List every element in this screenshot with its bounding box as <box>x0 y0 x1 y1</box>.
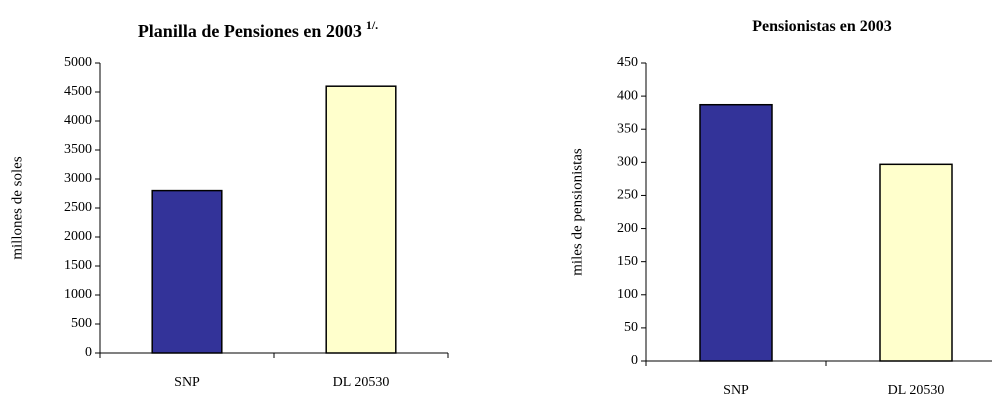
y-tick-label: 100 <box>617 287 638 302</box>
y-tick-label: 200 <box>617 221 638 236</box>
bar <box>879 163 953 362</box>
y-tick-label: 5000 <box>64 55 92 70</box>
x-tick-label: SNP <box>174 375 200 390</box>
chart-title: Planilla de Pensiones en 2003 1/. <box>138 18 378 41</box>
y-tick-label: 4000 <box>64 113 92 128</box>
y-tick-label: 350 <box>617 121 638 136</box>
y-axis-label: miles de pensionistas <box>569 148 585 276</box>
y-tick-label: 1000 <box>64 287 92 302</box>
y-tick-label: 1500 <box>64 258 92 273</box>
y-tick-label: 300 <box>617 155 638 170</box>
y-tick-label: 250 <box>617 188 638 203</box>
x-tick-label: DL 20530 <box>333 375 390 390</box>
y-tick-label: 450 <box>617 55 638 70</box>
y-tick-label: 3500 <box>64 142 92 157</box>
y-axis-label: millones de soles <box>9 156 25 259</box>
bar <box>699 103 773 362</box>
x-tick-label: SNP <box>723 383 749 398</box>
y-tick-label: 150 <box>617 254 638 269</box>
y-tick-label: 2500 <box>64 200 92 215</box>
title-text: Planilla de Pensiones en 2003 <box>138 21 362 41</box>
y-tick-label: 400 <box>617 88 638 103</box>
y-tick-label: 2000 <box>64 229 92 244</box>
y-tick-label: 4500 <box>64 84 92 99</box>
chart-title: Pensionistas en 2003 <box>752 18 892 35</box>
bar <box>325 85 397 354</box>
y-tick-label: 50 <box>624 320 638 335</box>
title-text: Pensionistas en 2003 <box>752 18 892 35</box>
bar <box>151 189 223 354</box>
y-tick-label: 0 <box>85 345 92 360</box>
title-superscript: 1/. <box>366 18 378 32</box>
y-tick-label: 3000 <box>64 171 92 186</box>
y-tick-label: 500 <box>71 316 92 331</box>
y-tick-label: 0 <box>631 353 638 368</box>
x-tick-label: DL 20530 <box>888 383 945 398</box>
